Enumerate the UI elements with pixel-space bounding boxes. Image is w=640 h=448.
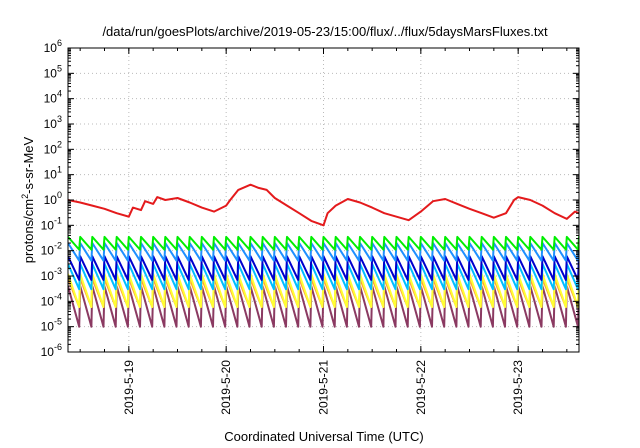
series-line [68, 285, 579, 328]
y-tick-label: 10-5 [41, 317, 62, 334]
x-tick-label: 2019-5-19 [122, 360, 136, 415]
y-axis: 10-6 10-5 10-4 10-3 10-2 10-1 100 101 102 103 104 1… [41, 38, 579, 359]
y-tick-label: 10-3 [41, 266, 62, 283]
x-axis-title: Coordinated Universal Time (UTC) [224, 429, 423, 444]
x-tick-label: 2019-5-21 [317, 360, 331, 415]
grid-lines [68, 48, 579, 352]
y-tick-label: 106 [44, 38, 62, 55]
series-line [68, 242, 579, 262]
series-layer [68, 183, 579, 328]
y-tick-label: 104 [44, 89, 62, 106]
y-tick-label: 10-6 [41, 342, 62, 359]
y-tick-label: 10-2 [41, 241, 62, 258]
y-tick-label: 100 [44, 190, 62, 207]
x-axis: 2019-5-19 2019-5-20 2019-5-21 2019-5-22 2019… [79, 48, 568, 415]
y-tick-label: 105 [44, 63, 62, 80]
y-tick-label: 103 [44, 114, 62, 131]
y-tick-label: 10-4 [41, 291, 62, 308]
y-axis-title: protons/cm2-s-sr-MeV [20, 136, 36, 263]
series-line [68, 235, 579, 251]
series-line [68, 262, 579, 291]
x-tick-label: 2019-5-22 [414, 360, 428, 415]
y-tick-label: 102 [44, 139, 62, 156]
x-tick-label: 2019-5-20 [219, 360, 233, 415]
x-tick-label: 2019-5-23 [511, 360, 525, 415]
series-line [68, 183, 579, 227]
y-tick-label: 101 [44, 165, 62, 182]
chart-title: /data/run/goesPlots/archive/2019-05-23/1… [102, 24, 548, 39]
series-line [68, 255, 579, 281]
series-line [68, 273, 579, 308]
y-tick-label: 10-1 [41, 215, 62, 232]
